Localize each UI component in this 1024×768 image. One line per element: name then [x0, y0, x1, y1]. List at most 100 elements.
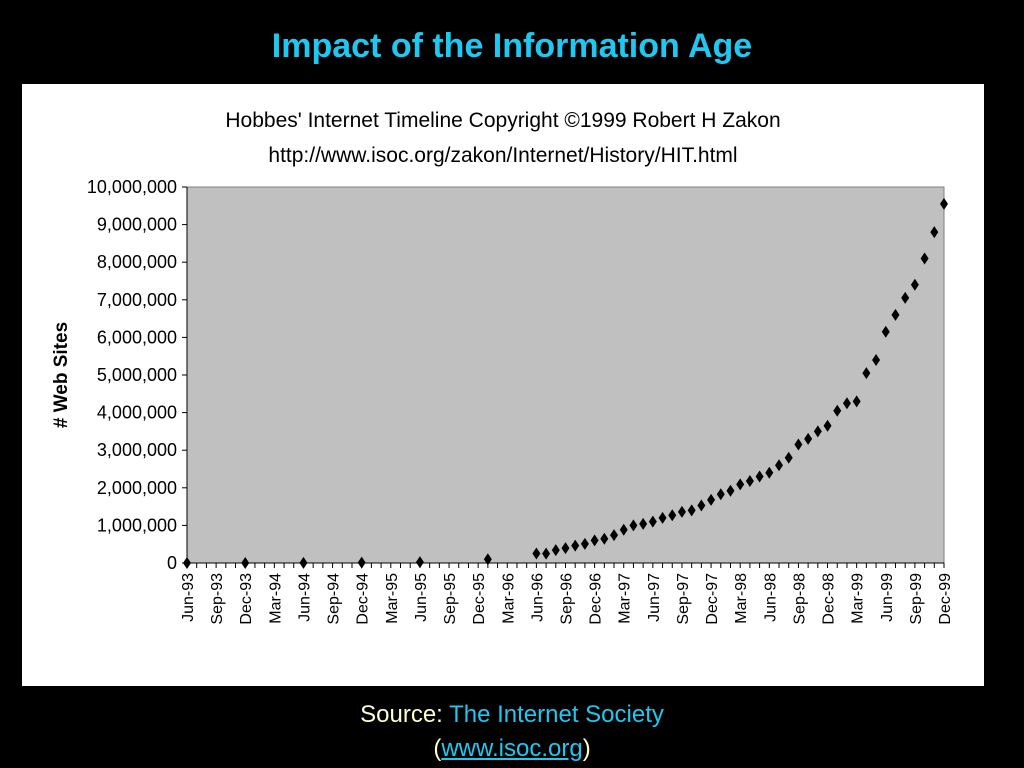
data-point [804, 432, 813, 445]
x-tick-label: Dec-93 [238, 573, 255, 625]
data-point [930, 226, 939, 239]
data-point [532, 547, 541, 560]
data-point [629, 519, 638, 532]
data-point [483, 553, 492, 566]
x-tick-label: Sep-97 [675, 573, 692, 625]
y-tick-label: 10,000,000 [87, 177, 177, 197]
x-tick-label: Jun-95 [413, 573, 430, 622]
scatter-chart: Hobbes' Internet Timeline Copyright ©199… [51, 109, 954, 625]
x-tick-label: Dec-99 [937, 573, 954, 625]
y-tick-label: 0 [167, 553, 177, 573]
data-markers [183, 197, 948, 569]
data-point [610, 529, 619, 542]
data-point [658, 511, 667, 524]
data-point [920, 252, 929, 265]
data-point [639, 517, 648, 530]
data-point [697, 499, 706, 512]
x-tick-label: Sep-94 [326, 573, 343, 625]
data-point [813, 425, 822, 438]
x-tick-label: Sep-98 [791, 573, 808, 625]
data-point [823, 419, 832, 432]
data-point [833, 404, 842, 417]
data-point [901, 291, 910, 304]
x-tick-label: Mar-97 [617, 573, 634, 624]
data-point [542, 547, 551, 560]
data-point [668, 509, 677, 522]
x-tick-label: Mar-95 [384, 573, 401, 624]
data-point [183, 556, 191, 569]
y-axis: 0 1,000,000 2,000,000 3,000,000 4,000,000 5,0… [87, 177, 188, 573]
paren-close: ) [582, 735, 591, 762]
data-point [910, 278, 919, 291]
data-point [775, 459, 784, 472]
x-tick-label: Dec-94 [355, 573, 372, 625]
x-tick-label: Dec-96 [588, 573, 605, 625]
data-point [842, 397, 851, 410]
data-point [784, 451, 793, 464]
source-line: Source: The Internet Society [0, 700, 1024, 730]
x-tick-label: Dec-97 [704, 573, 721, 625]
y-tick-label: 3,000,000 [97, 440, 177, 460]
data-point [619, 523, 628, 536]
x-tick-label: Sep-96 [559, 573, 576, 625]
y-tick-label: 2,000,000 [97, 478, 177, 498]
x-tick-label: Sep-93 [209, 573, 226, 625]
x-axis: Jun-93 Sep-93 Dec-93 Mar-94 Jun-94 Sep-94 Dec-… [180, 562, 954, 625]
data-point [415, 556, 424, 569]
data-point [736, 478, 745, 491]
y-tick-label: 1,000,000 [97, 515, 177, 535]
data-point [745, 475, 754, 488]
data-point [765, 466, 774, 479]
data-point [600, 532, 609, 545]
y-tick-label: 5,000,000 [97, 365, 177, 385]
paren-open: ( [433, 735, 442, 762]
x-tick-label: Mar-99 [850, 573, 867, 624]
slide-title: Impact of the Information Age [271, 27, 753, 65]
data-point [687, 504, 696, 517]
source-org: The Internet Society [449, 701, 664, 728]
data-point [571, 539, 580, 552]
y-tick-label: 7,000,000 [97, 290, 177, 310]
data-point [357, 556, 366, 569]
chart-subtitle: http://www.isoc.org/zakon/Internet/Histo… [268, 144, 737, 167]
data-point [872, 353, 881, 366]
source-url-line: (www.isoc.org) [0, 734, 1024, 764]
data-point [852, 395, 861, 408]
data-point [561, 542, 570, 555]
x-tick-label: Jun-96 [529, 573, 546, 622]
source-label: Source: [360, 701, 443, 728]
data-point [755, 470, 764, 483]
x-tick-label: Jun-94 [296, 573, 313, 622]
data-point [794, 438, 803, 451]
data-point [677, 505, 686, 518]
data-point [707, 493, 716, 506]
x-tick-label: Sep-95 [442, 573, 459, 625]
data-point [299, 556, 308, 569]
y-tick-label: 4,000,000 [97, 403, 177, 423]
chart-title: Hobbes' Internet Timeline Copyright ©199… [225, 109, 780, 132]
data-point [940, 197, 948, 210]
plot-area [186, 186, 945, 564]
data-point [241, 556, 250, 569]
x-tick-label: Dec-95 [471, 573, 488, 625]
x-tick-label: Sep-99 [908, 573, 925, 625]
y-tick-label: 8,000,000 [97, 252, 177, 272]
data-point [716, 488, 725, 501]
data-point [726, 484, 735, 497]
data-point [648, 515, 657, 528]
data-point [891, 308, 900, 321]
x-tick-label: Mar-94 [267, 573, 284, 624]
x-tick-label: Jun-98 [762, 573, 779, 622]
data-point [551, 544, 560, 557]
data-point [862, 367, 871, 380]
x-tick-label: Jun-97 [646, 573, 663, 622]
y-tick-label: 6,000,000 [97, 327, 177, 347]
x-tick-label: Dec-98 [821, 573, 838, 625]
source-link[interactable]: www.isoc.org [441, 735, 583, 762]
data-point [580, 537, 589, 550]
data-point [881, 325, 890, 338]
x-tick-label: Jun-93 [180, 573, 197, 622]
x-tick-label: Mar-96 [500, 573, 517, 624]
x-tick-label: Mar-98 [733, 573, 750, 624]
chart-panel: Hobbes' Internet Timeline Copyright ©199… [22, 84, 984, 686]
